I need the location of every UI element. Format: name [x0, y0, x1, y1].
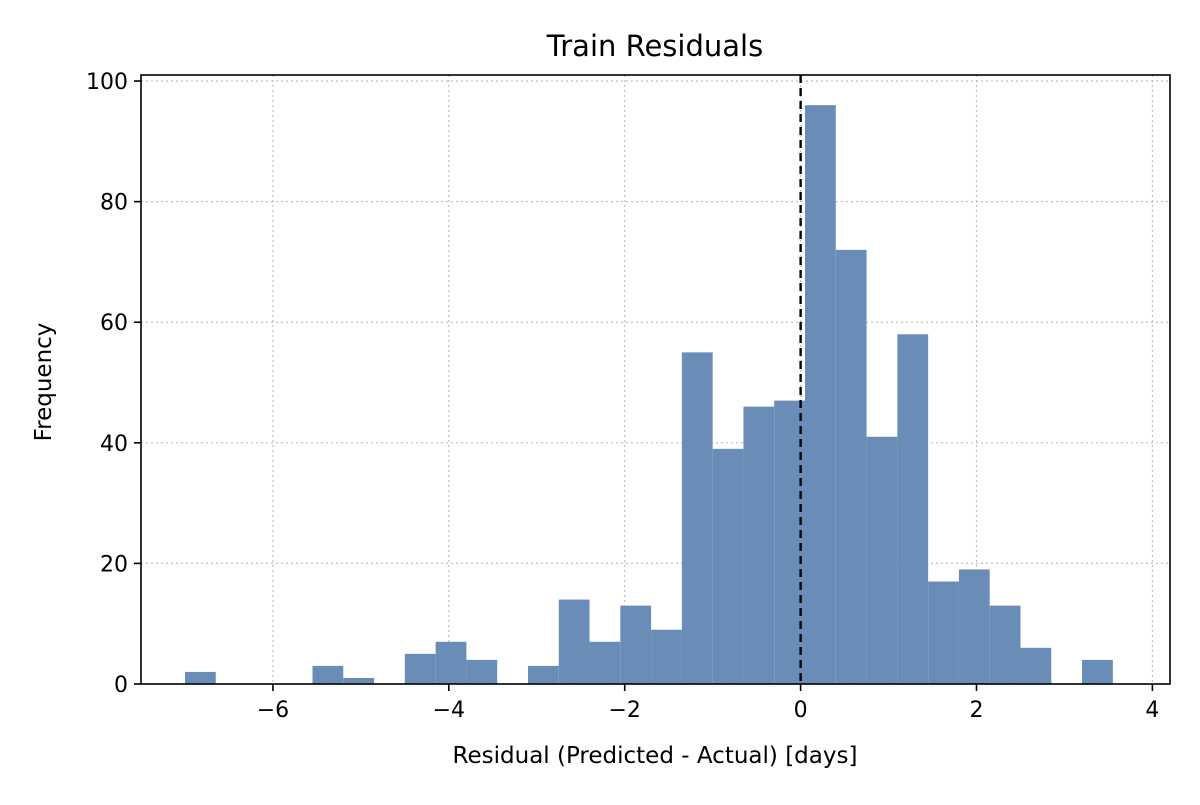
x-tick-label: −4 [433, 698, 465, 723]
histogram-bar [1082, 659, 1113, 684]
x-tick-label: −2 [608, 698, 640, 723]
histogram-bar [989, 605, 1021, 684]
y-tick-label: 100 [86, 70, 128, 95]
x-tick-label: 2 [970, 698, 984, 723]
y-axis-label: Frequency [31, 323, 57, 442]
x-axis-ticks: −6 −4 −2 0 2 4 [257, 684, 1159, 723]
histogram-bar [312, 665, 344, 684]
histogram-bar [897, 334, 929, 684]
histogram-bar [404, 653, 436, 684]
y-tick-label: 20 [100, 552, 128, 577]
y-axis-ticks: 0 20 40 60 80 100 [86, 70, 141, 698]
histogram-bar [712, 448, 744, 684]
histogram-bar [558, 599, 590, 684]
histogram-bar [805, 105, 836, 685]
axes-frame [140, 74, 1171, 685]
histogram-bar [866, 436, 898, 684]
y-tick-label: 40 [100, 432, 128, 457]
y-tick-label: 0 [114, 673, 128, 698]
histogram-bar [527, 665, 559, 684]
grid-layer [141, 75, 1170, 685]
histogram-bar [1020, 647, 1052, 684]
histogram-bar [435, 641, 467, 684]
histogram-bar [184, 671, 216, 684]
x-tick-label: 0 [794, 698, 808, 723]
y-tick-label: 80 [100, 191, 128, 216]
chart-title: Train Residuals [546, 29, 763, 63]
histogram-bar [466, 659, 498, 684]
x-axis-label: Residual (Predicted - Actual) [days] [453, 743, 858, 769]
histogram-bar [958, 569, 990, 684]
histogram-bar [681, 352, 713, 684]
histogram-bar [343, 677, 375, 684]
histogram-bar [743, 406, 775, 684]
histogram-bar [620, 605, 652, 684]
x-tick-label: 4 [1145, 698, 1159, 723]
histogram-bars [184, 105, 1113, 685]
histogram-bar [928, 581, 959, 684]
histogram-bar [589, 641, 621, 684]
y-tick-label: 60 [100, 311, 128, 336]
histogram-bar [835, 249, 867, 684]
x-tick-label: −6 [257, 698, 289, 723]
histogram-bar [651, 629, 682, 684]
